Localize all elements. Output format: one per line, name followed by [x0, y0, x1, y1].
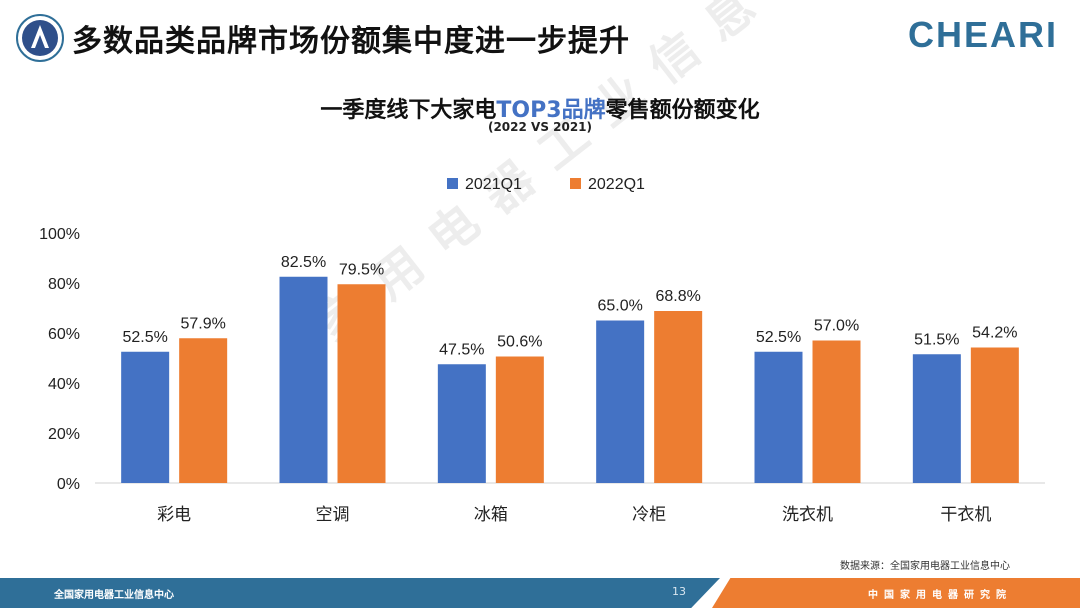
category-label: 洗衣机 [782, 505, 833, 525]
bar-2022Q1 [337, 284, 386, 483]
bar-2022Q1 [812, 340, 861, 483]
bar-chart: 0% 20% 40% 60% 80% 100% 52.5% 57.9% 彩电 82.5% 79.5%… [39, 176, 1045, 525]
data-label: 57.0% [814, 318, 859, 335]
footer-right-band [712, 578, 1080, 608]
bar-2022Q1 [179, 338, 228, 483]
legend-swatch [447, 178, 458, 189]
page-number: 13 [672, 585, 686, 598]
y-tick-label: 0% [57, 476, 80, 493]
category-label: 彩电 [157, 505, 191, 525]
data-label: 79.5% [339, 261, 384, 278]
data-label: 47.5% [439, 341, 484, 358]
y-tick-label: 80% [48, 276, 80, 293]
data-label: 82.5% [281, 254, 326, 271]
bar-2022Q1 [495, 356, 544, 483]
footer-org: 全国家用电器工业信息中心 [54, 590, 174, 601]
chart-title: 一季度线下大家电TOP3品牌零售额份额变化 [0, 92, 1080, 124]
data-label: 50.6% [497, 334, 542, 351]
data-label: 65.0% [597, 298, 642, 315]
y-tick-label: 20% [48, 426, 80, 443]
footer-institute: 中国家用电器研究院 [868, 590, 1012, 601]
y-tick-label: 40% [48, 376, 80, 393]
bar-2021Q1 [279, 276, 328, 483]
bar-2021Q1 [754, 351, 803, 483]
bar-2021Q1 [912, 354, 961, 483]
chart-title-suffix: 零售额份额变化 [605, 98, 760, 123]
y-tick-label: 60% [48, 326, 80, 343]
bar-2021Q1 [596, 320, 645, 483]
brand-logo: CHEARI [907, 14, 1058, 55]
y-tick-label: 100% [39, 226, 80, 243]
data-label: 57.9% [180, 315, 225, 332]
category-label: 干衣机 [940, 505, 991, 525]
chart-subtitle: (2022 VS 2021) [487, 120, 593, 134]
logo-emblem-icon [16, 14, 64, 62]
footer-left-band [0, 578, 720, 608]
data-label: 54.2% [972, 325, 1017, 342]
data-label: 51.5% [914, 331, 959, 348]
bar-2022Q1 [654, 311, 703, 483]
bar-2021Q1 [121, 351, 170, 483]
data-source: 数据来源：全国家用电器工业信息中心 [840, 561, 1010, 572]
page-title: 多数品类品牌市场份额集中度进一步提升 [72, 24, 630, 59]
category-label: 冰箱 [474, 505, 508, 525]
chart-title-prefix: 一季度线下大家电 [320, 98, 497, 123]
data-label: 52.5% [756, 329, 801, 346]
category-label: 冷柜 [632, 505, 666, 525]
legend-label: 2021Q1 [465, 176, 522, 193]
legend-swatch [570, 178, 581, 189]
data-label: 52.5% [122, 329, 167, 346]
data-label: 68.8% [655, 288, 700, 305]
bar-2021Q1 [437, 364, 486, 483]
category-label: 空调 [316, 505, 350, 525]
bar-2022Q1 [970, 347, 1019, 483]
chart-title-highlight: TOP3品牌 [496, 98, 606, 123]
legend-label: 2022Q1 [588, 176, 645, 193]
